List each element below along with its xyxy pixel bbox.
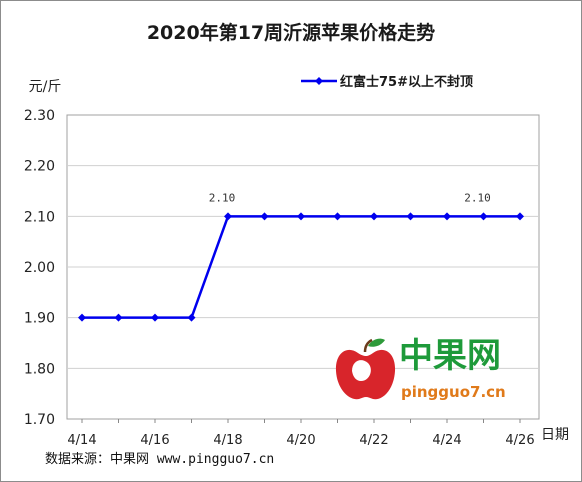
x-tick-label: 4/18 [213, 433, 242, 448]
data-point [443, 212, 451, 221]
data-point [187, 313, 196, 322]
y-tick-label: 1.70 [24, 412, 55, 428]
data-point [151, 313, 159, 322]
x-tick-label: 4/22 [359, 433, 388, 448]
legend-series-name: 红富士75#以上不封顶 [340, 74, 473, 90]
data-point [333, 212, 342, 221]
x-tick-label: 4/14 [67, 433, 96, 448]
series-line-group [78, 212, 524, 322]
data-label: 2.10 [464, 191, 491, 204]
data-label: 2.10 [209, 191, 236, 204]
source-text: 数据来源：中果网 www.pingguo7.cn [45, 452, 274, 467]
x-axis-ticks: 4/14 4/16 4/18 4/20 4/22 4/24 4/26 [67, 419, 535, 448]
data-point [260, 212, 269, 221]
watermark-url: pingguo7.cn [401, 383, 506, 401]
chart-title: 2020年第17周沂源苹果价格走势 [147, 21, 435, 44]
y-axis-label: 元/斤 [29, 79, 62, 95]
data-point [370, 212, 378, 221]
data-point [114, 313, 123, 322]
data-point [297, 212, 305, 221]
watermark-text: 中果网 [399, 336, 501, 376]
data-point [516, 212, 524, 221]
y-tick-label: 2.00 [24, 260, 55, 276]
legend: 红富士75#以上不封顶 [301, 74, 473, 90]
watermark-logo: 中果网 pingguo7.cn [335, 336, 506, 401]
x-tick-label: 4/16 [140, 433, 169, 448]
y-tick-label: 2.30 [24, 108, 55, 124]
x-axis-label: 日期 [541, 427, 569, 443]
data-labels: 2.10 2.10 [209, 191, 491, 204]
y-tick-label: 1.80 [24, 361, 55, 377]
x-tick-label: 4/24 [432, 433, 461, 448]
data-point [78, 313, 86, 322]
y-tick-label: 2.10 [24, 209, 55, 225]
y-tick-label: 2.20 [24, 159, 55, 175]
data-point [479, 212, 488, 221]
apple-logo-icon [335, 338, 396, 400]
data-point [406, 212, 415, 221]
legend-diamond-marker [315, 77, 323, 85]
data-point [224, 212, 232, 221]
y-tick-label: 1.90 [24, 311, 55, 327]
x-tick-label: 4/20 [286, 433, 315, 448]
x-tick-label: 4/26 [505, 433, 534, 448]
y-axis-ticks: 2.30 2.20 2.10 2.00 1.90 1.80 1.70 [24, 108, 55, 428]
